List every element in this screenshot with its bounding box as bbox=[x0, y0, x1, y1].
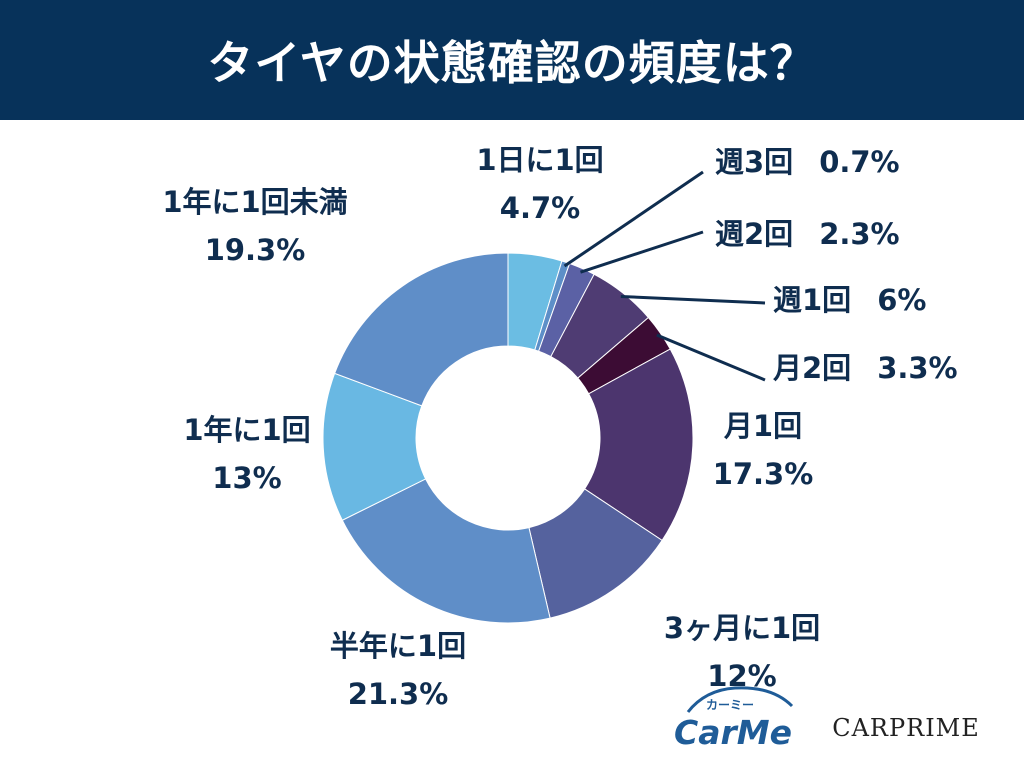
slice-value-5: 3.3% bbox=[877, 351, 957, 385]
slice-label-4: 週1回 6% bbox=[773, 283, 926, 317]
slice-6 bbox=[583, 348, 694, 542]
slice-label-3: 週2回 2.3% bbox=[715, 217, 900, 251]
carme-logo: カーミー CarMe bbox=[674, 686, 794, 752]
header-bar: タイヤの状態確認の頻度は？ bbox=[0, 0, 1024, 120]
slice-value-3: 2.3% bbox=[819, 217, 899, 251]
slice-label-10: 1年に1回未満 bbox=[162, 185, 347, 219]
slice-value-2: 0.7% bbox=[819, 145, 899, 179]
chart-title: タイヤの状態確認の頻度は？ bbox=[207, 36, 817, 90]
slice-label-2: 週3回 0.7% bbox=[715, 145, 900, 179]
slice-label-8: 半年に1回 bbox=[330, 629, 466, 663]
carme-wordmark: CarMe bbox=[674, 713, 792, 752]
carprime-logo: CARPRIME bbox=[832, 714, 980, 742]
leader-line-3 bbox=[580, 230, 704, 274]
slice-value-9: 13% bbox=[212, 461, 281, 495]
leader-line-5 bbox=[656, 333, 766, 382]
labels-group: 1日に1回 4.7% 週3回 0.7% 週2回 2.3% 週1回 6% 月2回 3.3% 月1回 17… bbox=[162, 143, 957, 711]
slice-value-8: 21.3% bbox=[348, 677, 449, 711]
slice-value-4: 6% bbox=[877, 283, 926, 317]
slice-value-1: 4.7% bbox=[500, 191, 580, 225]
slice-label-7: 3ヶ月に1回 bbox=[664, 611, 820, 645]
slice-value-6: 17.3% bbox=[713, 457, 814, 491]
slice-label-9: 1年に1回 bbox=[183, 413, 310, 447]
leader-line-4 bbox=[620, 294, 766, 305]
leader-line-2 bbox=[563, 170, 704, 268]
leader-lines-group bbox=[563, 170, 766, 382]
slice-value-10: 19.3% bbox=[205, 233, 306, 267]
slice-label-5: 月2回 3.3% bbox=[772, 351, 958, 385]
slice-8 bbox=[341, 478, 551, 624]
carme-ruby: カーミー bbox=[706, 698, 754, 712]
slice-label-1: 1日に1回 bbox=[476, 143, 603, 177]
slice-10 bbox=[334, 252, 509, 407]
slice-label-6: 月1回 bbox=[723, 409, 802, 443]
slices-group bbox=[322, 252, 694, 624]
